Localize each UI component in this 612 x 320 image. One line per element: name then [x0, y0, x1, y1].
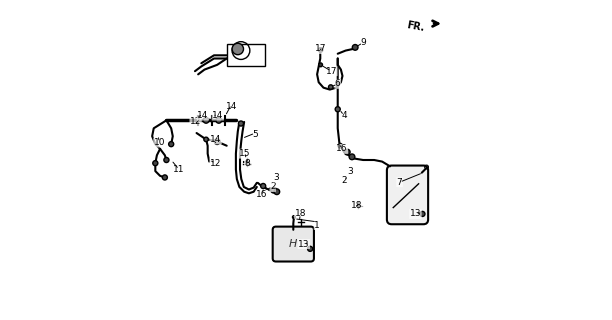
Text: 6: 6	[335, 79, 341, 88]
Ellipse shape	[204, 137, 208, 142]
Text: 3: 3	[273, 173, 278, 182]
Circle shape	[308, 246, 313, 252]
Text: 1: 1	[314, 220, 320, 229]
Text: FR.: FR.	[406, 20, 425, 33]
Ellipse shape	[203, 117, 209, 123]
Circle shape	[162, 175, 167, 180]
Ellipse shape	[318, 48, 323, 52]
Text: 16: 16	[336, 144, 348, 153]
Text: 5: 5	[252, 130, 258, 139]
Text: 2: 2	[270, 182, 275, 191]
Circle shape	[232, 43, 244, 55]
Circle shape	[274, 189, 280, 195]
Text: 10: 10	[154, 138, 165, 147]
Text: 3: 3	[347, 167, 353, 176]
Ellipse shape	[338, 143, 343, 148]
Ellipse shape	[335, 107, 340, 112]
Circle shape	[271, 187, 277, 193]
Text: 14: 14	[197, 111, 209, 120]
Text: 18: 18	[351, 202, 362, 211]
Text: 15: 15	[239, 149, 251, 158]
Ellipse shape	[239, 121, 244, 126]
Ellipse shape	[214, 139, 220, 144]
Ellipse shape	[319, 63, 323, 67]
Circle shape	[169, 142, 174, 147]
Text: 14: 14	[210, 135, 222, 144]
Text: 13: 13	[298, 240, 310, 249]
Text: 12: 12	[190, 117, 201, 126]
Text: 13: 13	[409, 209, 421, 219]
Text: 4: 4	[341, 111, 347, 120]
Text: 8: 8	[244, 159, 250, 168]
Text: 17: 17	[315, 44, 327, 53]
FancyBboxPatch shape	[273, 227, 314, 261]
Circle shape	[345, 149, 350, 155]
Ellipse shape	[216, 117, 222, 123]
Text: 14: 14	[226, 101, 237, 111]
Text: 2: 2	[341, 176, 347, 185]
FancyBboxPatch shape	[387, 165, 428, 224]
Text: 9: 9	[360, 38, 366, 47]
Text: 12: 12	[210, 159, 222, 168]
Text: 17: 17	[326, 67, 337, 76]
Text: H: H	[289, 239, 297, 249]
Circle shape	[164, 157, 169, 163]
Text: 16: 16	[256, 190, 267, 199]
Ellipse shape	[261, 183, 266, 188]
Text: 14: 14	[212, 111, 223, 120]
Circle shape	[420, 212, 425, 216]
Circle shape	[349, 154, 355, 160]
Text: 18: 18	[294, 209, 306, 219]
Circle shape	[153, 161, 158, 166]
Text: 7: 7	[397, 178, 403, 187]
Bar	[226, 44, 265, 67]
Text: 11: 11	[173, 165, 185, 174]
Circle shape	[353, 44, 358, 50]
Ellipse shape	[329, 85, 333, 89]
